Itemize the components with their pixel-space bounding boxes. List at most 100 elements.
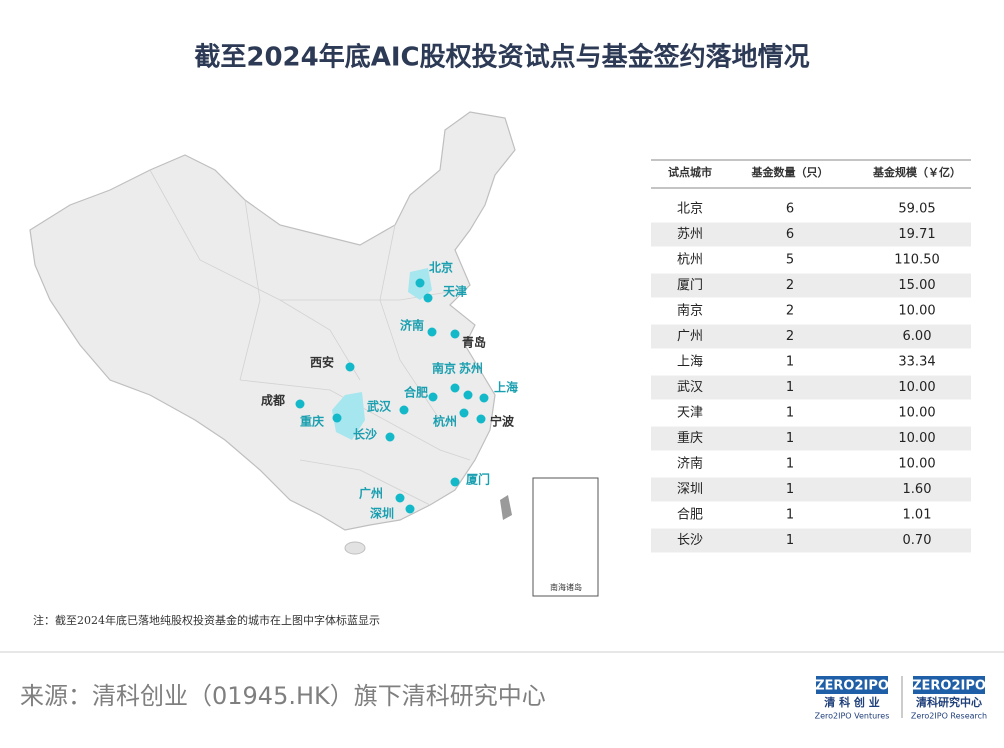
logo2-en: Zero2IPO Research: [911, 712, 987, 721]
table-cell: 厦门: [677, 278, 703, 293]
title: 截至2024年底AIC股权投资试点与基金签约落地情况: [194, 42, 809, 73]
city-dot: [459, 408, 469, 418]
city-dot: [385, 432, 395, 442]
city-label: 宁波: [490, 414, 515, 429]
table-cell: 2: [786, 278, 794, 293]
logo1-cn: 清 科 创 业: [824, 695, 880, 709]
city-label: 济南: [400, 318, 424, 333]
row-shade: [651, 375, 971, 400]
table-cell: 19.71: [898, 227, 935, 242]
hainan: [344, 541, 366, 555]
city-label: 青岛: [462, 335, 486, 350]
city-dot: [415, 278, 425, 288]
table-cell: 6.00: [903, 329, 932, 344]
table-cell: 上海: [677, 355, 703, 370]
table-cell: 10.00: [898, 304, 935, 319]
city-dot: [450, 477, 460, 487]
table-cell: 杭州: [677, 253, 703, 268]
city-label: 北京: [429, 260, 453, 275]
table-cell: 天津: [677, 406, 703, 421]
table-cell: 1: [786, 431, 794, 446]
table-cell: 重庆: [677, 430, 703, 446]
table-cell: 6: [786, 202, 794, 217]
city-dot: [463, 390, 473, 400]
city-dot: [450, 329, 460, 339]
table-cell: 1: [786, 533, 794, 548]
china-map: [29, 111, 516, 531]
table-cell: 10.00: [898, 431, 935, 446]
highlight-region: [332, 392, 365, 440]
city-label: 成都: [261, 393, 285, 408]
table-cell: 济南: [677, 456, 703, 472]
logo1-mark: ZERO2IPO: [815, 679, 889, 694]
city-dot: [450, 383, 460, 393]
row-shade: [651, 324, 971, 349]
city-dot: [399, 405, 409, 415]
table-cell: 1: [786, 406, 794, 421]
city-dot: [332, 413, 342, 423]
city-label: 广州: [359, 486, 383, 501]
province-borders: [149, 169, 471, 506]
table-cell: 10.00: [898, 406, 935, 421]
table-cell: 1: [786, 457, 794, 472]
city-dot: [427, 327, 437, 337]
logo1-mark-bg: [816, 676, 888, 694]
table-cell: 合肥: [677, 508, 703, 523]
city-dot: [479, 393, 489, 403]
table-cell: 北京: [677, 202, 703, 217]
table-cell: 0.70: [903, 533, 932, 548]
table-cell: 5: [786, 253, 794, 268]
table-cell: 2: [786, 329, 794, 344]
table-cell: 南京: [677, 303, 703, 319]
row-shade: [651, 528, 971, 553]
table-cell: 1: [786, 508, 794, 523]
logo2-mark-bg: [913, 676, 985, 694]
city-label: 南京: [432, 361, 456, 376]
table-cell: 深圳: [677, 482, 703, 497]
logo2-cn: 清科研究中心: [916, 695, 982, 709]
row-shade: [651, 222, 971, 247]
city-label: 厦门: [466, 472, 490, 487]
table-cell: 1.60: [903, 482, 932, 497]
source: 来源：清科创业（01945.HK）旗下清科研究中心: [20, 682, 546, 710]
table-cell: 10.00: [898, 457, 935, 472]
logo2-mark: ZERO2IPO: [912, 679, 986, 694]
table-cell: 长沙: [677, 533, 703, 548]
city-label: 深圳: [370, 506, 394, 521]
row-shade: [651, 273, 971, 298]
table-cell: 2: [786, 304, 794, 319]
city-dot: [295, 399, 305, 409]
row-shade: [651, 426, 971, 451]
table-cell: 广州: [677, 329, 703, 344]
note: 注：截至2024年底已落地纯股权投资基金的城市在上图中字体标蓝显示: [33, 613, 380, 627]
taiwan: [500, 495, 512, 520]
column-header: 基金规模（￥亿）: [872, 165, 961, 179]
city-label: 武汉: [367, 399, 392, 414]
city-label: 苏州: [459, 361, 483, 376]
table-cell: 1: [786, 355, 794, 370]
city-dot: [405, 504, 415, 514]
column-header: 试点城市: [668, 165, 712, 179]
city-label: 天津: [443, 284, 467, 299]
city-dot: [395, 493, 405, 503]
table-cell: 59.05: [898, 202, 935, 217]
table-cell: 10.00: [898, 380, 935, 395]
table-cell: 15.00: [898, 278, 935, 293]
city-dot: [423, 293, 433, 303]
logo1-en: Zero2IPO Ventures: [815, 712, 890, 721]
city-label: 杭州: [433, 414, 457, 429]
table-cell: 苏州: [677, 226, 703, 242]
table-cell: 110.50: [894, 253, 940, 268]
inset-label: 南海诸岛: [550, 582, 582, 592]
table-cell: 1: [786, 482, 794, 497]
city-label: 合肥: [404, 385, 428, 400]
city-label: 长沙: [353, 427, 377, 442]
city-label: 上海: [494, 380, 518, 395]
city-label: 西安: [310, 355, 334, 370]
table-cell: 6: [786, 227, 794, 242]
city-dot: [345, 362, 355, 372]
